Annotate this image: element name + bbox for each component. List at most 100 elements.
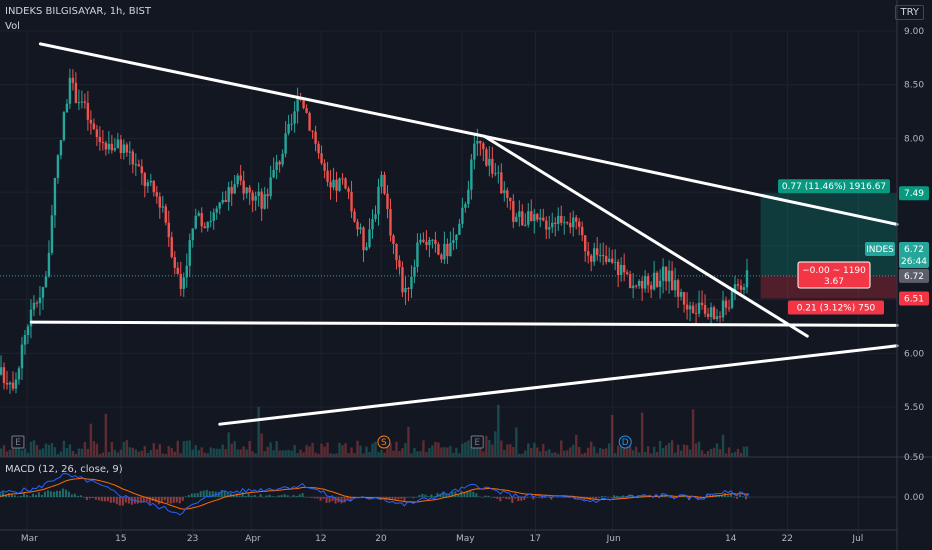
macd-histogram-bar (400, 497, 403, 499)
candle-body (724, 300, 728, 308)
candle-body (203, 226, 206, 229)
candle-body (242, 180, 245, 194)
candle-body (230, 187, 233, 194)
candle-body (706, 313, 710, 317)
volume-bar (557, 453, 560, 457)
candle-body (676, 280, 680, 297)
candle-body (452, 240, 455, 243)
position-tool[interactable]: 0.77 (11.46%) 1916.67 0.21 (3.12%) 750 −0.… (0, 179, 897, 315)
macd-histogram-bar (325, 497, 328, 503)
candle-body (673, 280, 677, 291)
volume-bar (491, 444, 494, 457)
candle-body (625, 272, 629, 275)
candle-body (643, 276, 647, 289)
y-tick-label: 6.00 (904, 349, 924, 359)
macd-histogram-bar (334, 497, 337, 504)
volume-bar (53, 447, 57, 457)
volume-bar (353, 453, 356, 457)
macd-histogram-bar (166, 497, 169, 504)
candle-body (407, 287, 410, 289)
volume-bar (8, 449, 12, 457)
volume-bar (317, 453, 320, 457)
volume-bar (619, 441, 623, 457)
macd-histogram-bar (199, 491, 202, 497)
candle-body (134, 164, 138, 166)
macd-histogram-bar (313, 497, 316, 499)
candle-body (158, 196, 161, 208)
macd-histogram-bar (613, 495, 616, 497)
macd-histogram-bar (496, 497, 499, 499)
candle-body (437, 244, 440, 255)
candle-body (149, 180, 152, 183)
volume-bar (98, 453, 102, 457)
candle-body (107, 143, 111, 150)
volume-bar (380, 449, 383, 457)
volume-bar (413, 447, 416, 457)
macd-histogram-bar (226, 493, 229, 497)
volume-bar (401, 448, 404, 457)
candle-body (509, 197, 512, 202)
candle-body (637, 280, 641, 286)
candle-body (377, 186, 380, 215)
candle-body (239, 175, 242, 181)
candle-body (470, 159, 473, 190)
macd-histogram-bar (100, 497, 103, 502)
volume-bar (50, 443, 54, 457)
macd-histogram-bar (289, 496, 292, 498)
volume-bar (715, 443, 719, 457)
candle-body (290, 123, 293, 125)
volume-bar (604, 448, 608, 457)
macd-histogram-bar (229, 492, 232, 497)
macd-histogram-bar (394, 497, 397, 501)
volume-bar (365, 446, 368, 457)
macd-histogram-bar (457, 494, 460, 497)
volume-bar (509, 444, 512, 457)
volume-bar (700, 450, 704, 457)
macd-histogram-bar (283, 494, 286, 497)
candle-body (649, 285, 653, 290)
volume-bar (326, 442, 329, 457)
trendlines[interactable] (29, 42, 899, 426)
candle-body (197, 213, 200, 216)
macd-histogram-bar (28, 496, 31, 497)
macd-histogram-bar (190, 493, 193, 497)
candle-body (275, 161, 278, 170)
candle-body (425, 241, 428, 246)
macd-histogram-bar (148, 497, 151, 504)
pnl-label-1: −0.00 ~ 1190 (802, 266, 866, 276)
volume-bar (20, 450, 24, 457)
candle-body (539, 217, 542, 220)
candle-body (323, 163, 326, 171)
macd-histogram-bar (346, 497, 349, 501)
volume-bar (302, 452, 305, 457)
macd-histogram-bar (307, 497, 310, 498)
volume-bar (179, 453, 182, 457)
macd-histogram-bar (106, 497, 109, 502)
candle-body (50, 215, 54, 253)
macd-histogram-bar (103, 497, 106, 502)
candle-body (359, 227, 362, 230)
candle-body (518, 211, 521, 217)
candle-body (634, 285, 638, 287)
entry-price-label-bg (899, 268, 929, 283)
macd-histogram-bar (40, 494, 43, 497)
currency-button[interactable]: TRY (895, 5, 924, 20)
candle-body (185, 265, 188, 278)
volume-bar (77, 448, 81, 457)
candle-body (667, 270, 671, 282)
volume-bar (35, 445, 39, 457)
stop-label-bg (788, 300, 884, 315)
y-tick-label: 8.00 (904, 134, 924, 144)
macd-histogram-bar (262, 496, 265, 498)
volume-bar (676, 444, 680, 457)
macd-histogram-bar (211, 491, 214, 497)
candle-body (718, 316, 722, 318)
macd-histogram-bar (535, 497, 538, 498)
volume-bar (149, 450, 152, 457)
candle-body (721, 300, 725, 318)
volume-bar (203, 452, 206, 457)
volume-bar (14, 444, 18, 457)
candle-body (545, 220, 548, 230)
